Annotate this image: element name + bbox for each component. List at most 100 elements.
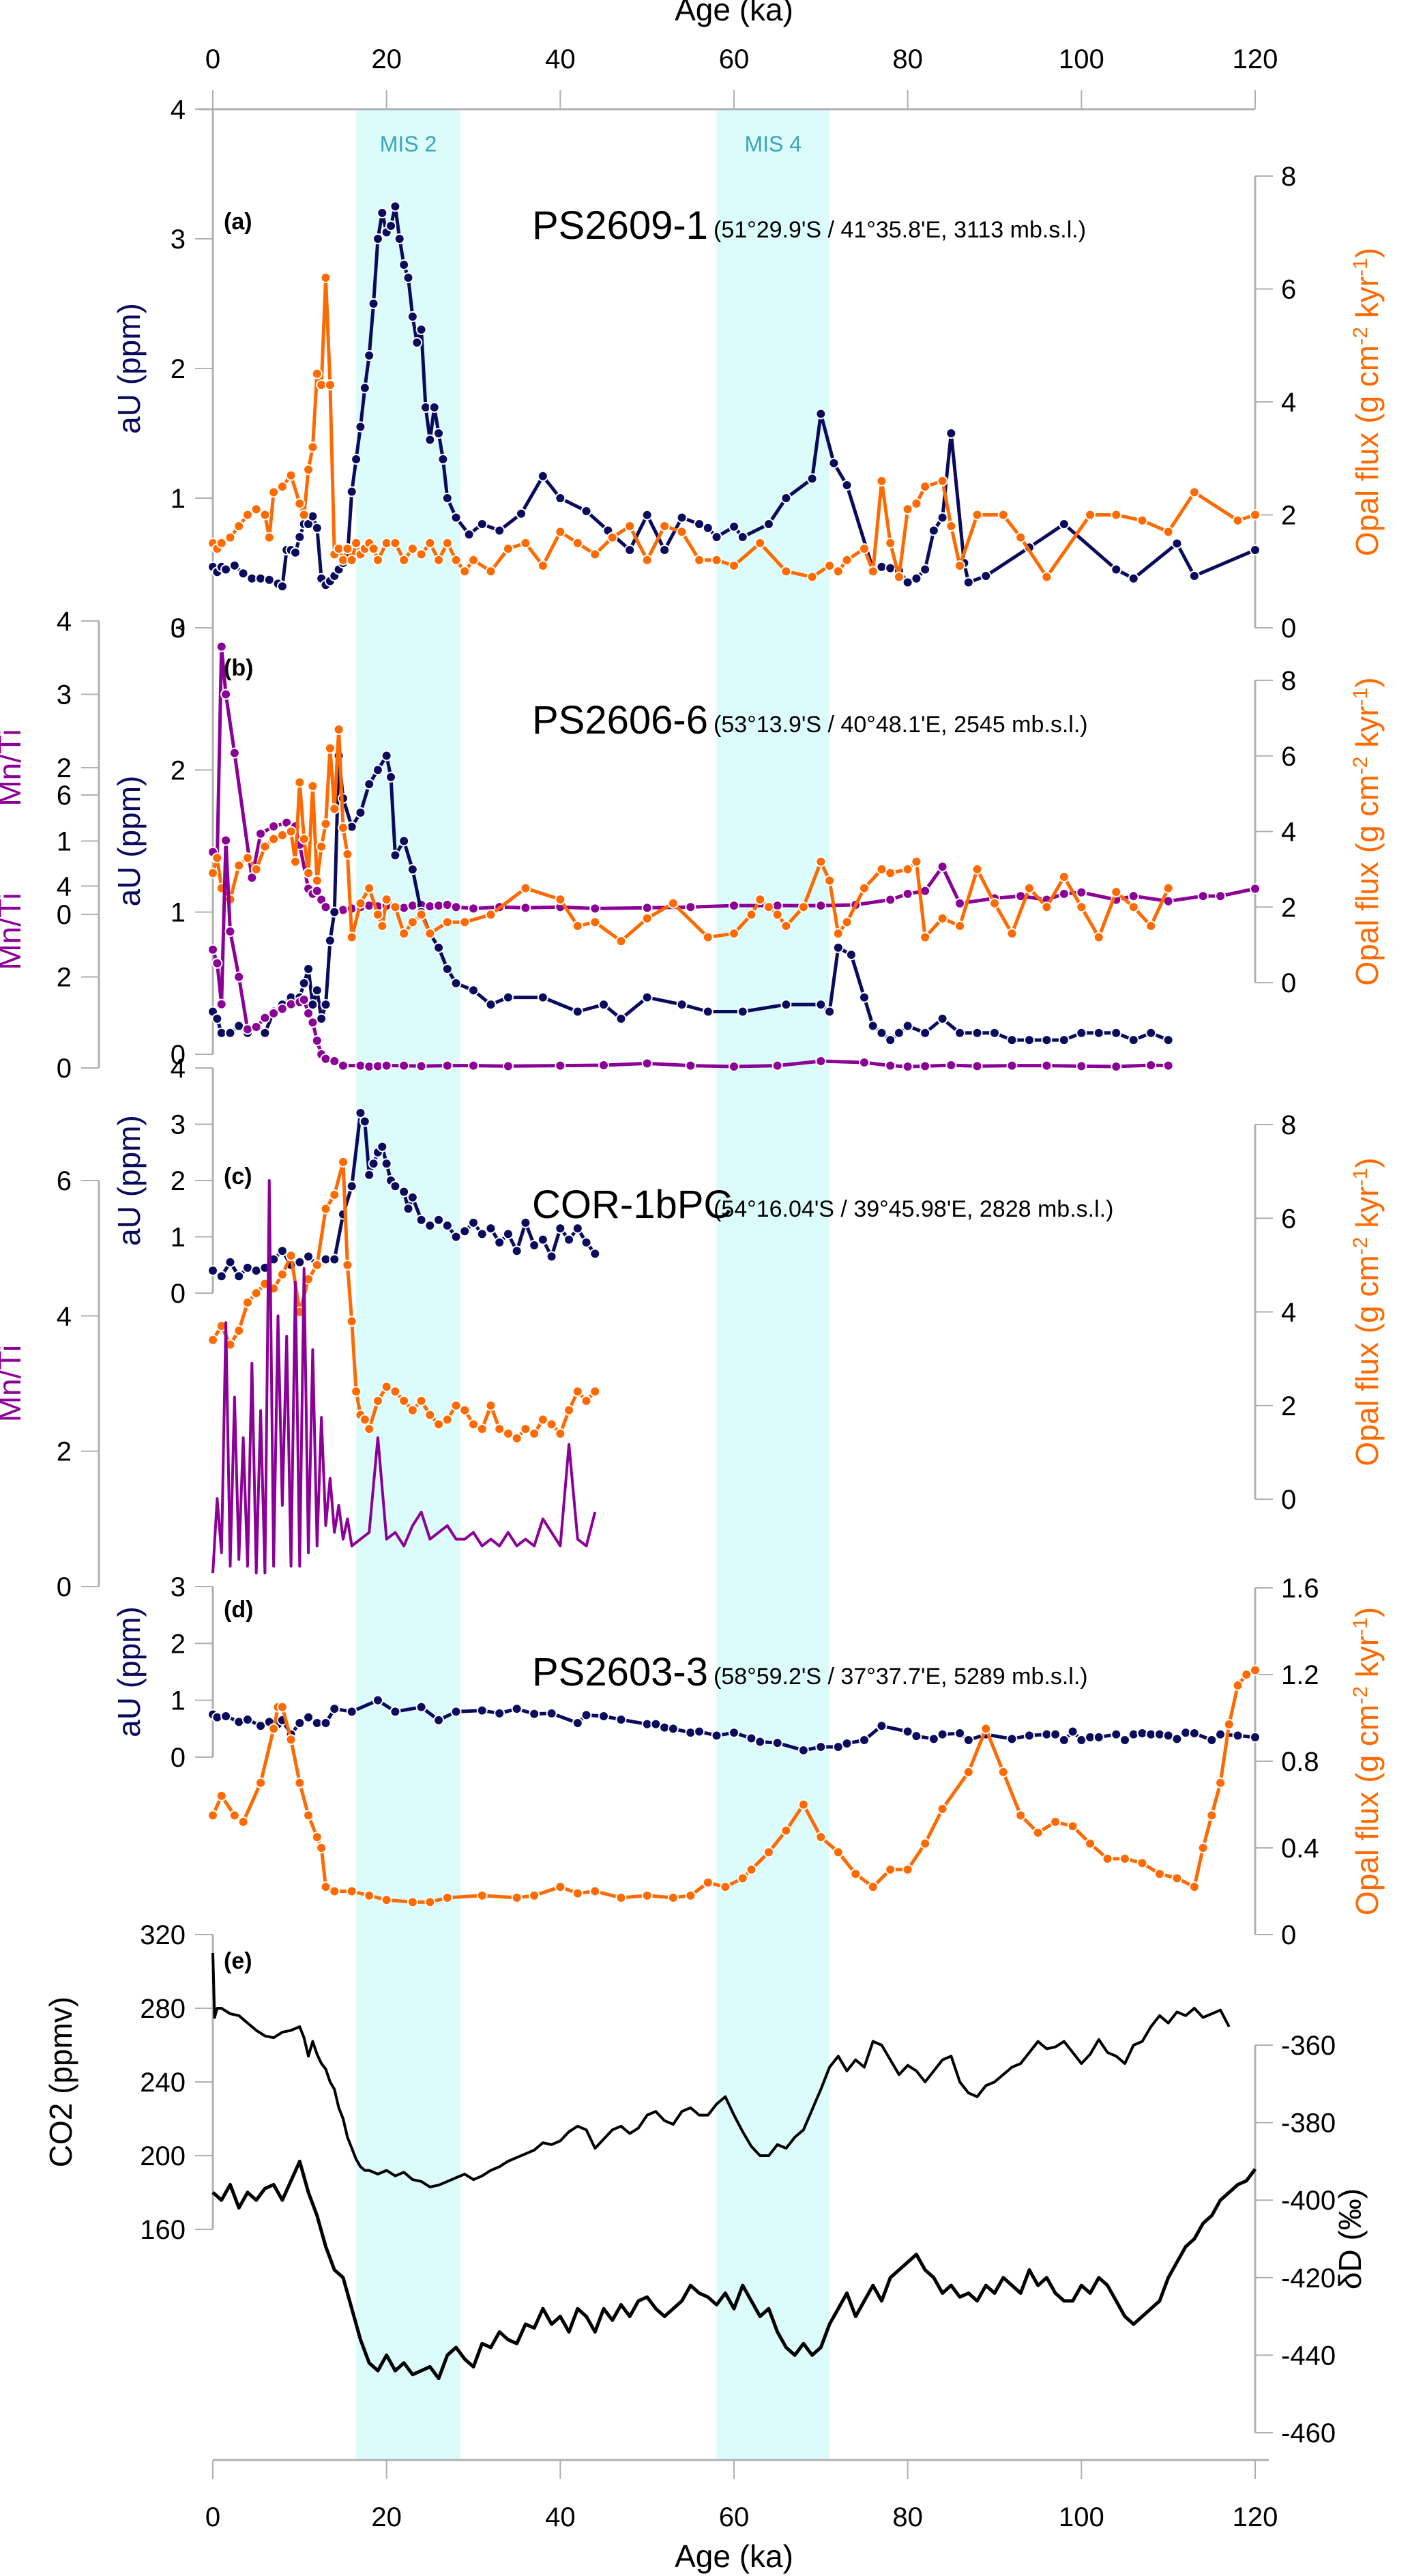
data-point [572,1223,583,1234]
data-point [468,985,479,996]
panel-a-opal-tick-label: 0 [1281,613,1296,643]
data-point [303,1008,314,1019]
data-point [233,1325,245,1336]
data-point [581,1236,592,1248]
data-point [911,497,922,509]
data-point [737,1872,748,1884]
data-point [685,1890,696,1901]
data-point [311,985,323,996]
data-point [598,1711,609,1722]
data-point [303,867,314,879]
panel-a-au-tick-label: 3 [171,225,186,255]
data-point [529,1708,540,1720]
data-point [859,992,870,1003]
data-point [441,537,453,549]
data-point [624,521,636,532]
bottom-x-tick-label: 20 [371,2502,402,2532]
data-point [729,1061,739,1072]
data-point [211,957,223,969]
data-point [424,1409,436,1421]
data-point [815,1832,827,1843]
data-point [476,1890,488,1901]
data-point [920,564,931,575]
data-point [246,872,258,884]
panel-c-series-opalflux [207,1156,601,1444]
panel-e-co2-axis-title: CO2 (ppmv) [43,1997,78,2167]
data-point [920,481,931,493]
panel-c-series-mnti [211,1179,597,1575]
panel-a-series-au [207,201,1261,592]
data-point [659,1722,671,1733]
data-point [1111,564,1122,575]
panel-b-mnti-tick-label: 6 [57,781,72,811]
data-point [450,512,462,523]
data-point [441,1220,453,1231]
data-point [555,1428,566,1439]
data-point [1145,1060,1157,1071]
bottom-x-tick-label: 0 [205,2502,220,2532]
data-point [276,1003,288,1015]
data-point [211,1711,223,1723]
data-point [407,916,418,928]
data-point [207,1265,218,1276]
bottom-x-tick-label: 60 [719,2502,750,2532]
panel-a-mnti-tick-label: 1 [57,827,72,857]
data-point [772,909,783,921]
data-point [702,1877,714,1888]
panel-d-opal-tick-label: 1.2 [1281,1660,1319,1690]
panel-e-letter: (e) [224,1948,252,1974]
data-point [433,1419,445,1430]
panel-b-opal-axis-title: Opal flux (g cm-2 kyr-1) [1349,677,1385,985]
data-point [815,408,827,420]
data-point [937,1013,948,1024]
data-point [954,897,966,909]
data-point [1154,1728,1165,1740]
data-point [867,566,879,577]
data-point [589,916,601,928]
data-point [485,909,497,921]
panel-b-au-axis-title: aU (ppm) [111,776,147,907]
data-point [268,1008,280,1019]
data-point [1058,871,1070,882]
data-point [511,1892,523,1904]
data-point [324,742,336,754]
axes-frame [81,90,1273,2479]
data-point [1162,882,1174,894]
data-point [381,1381,392,1393]
data-point [307,510,319,522]
data-point [320,1881,332,1893]
data-point [589,1885,601,1897]
data-point [216,641,227,652]
data-point [390,850,401,861]
data-point [702,522,714,534]
data-point [346,1885,357,1897]
data-point [911,573,922,584]
data-point [450,1400,462,1411]
data-point [1250,1664,1261,1676]
data-point [372,764,383,776]
data-point [954,1728,966,1739]
panel-b-series-au [207,750,1174,1046]
panel-e-series-d [211,2159,1257,2380]
bottom-x-tick-label: 100 [1059,2502,1104,2532]
data-point [746,909,757,921]
data-point [876,1027,887,1039]
data-point [476,1228,488,1240]
data-point [963,1766,974,1778]
data-point [216,1790,227,1801]
data-point [394,233,405,244]
data-point [502,1228,514,1240]
data-point [572,1718,583,1728]
panel-d-opal-tick-label: 0.8 [1281,1747,1319,1777]
panel-c-opal-tick-label: 8 [1281,1110,1296,1140]
data-point [216,998,227,1010]
data-point [729,521,739,532]
panel-d-au-tick-label: 3 [171,1572,186,1602]
panel-e-dd-tick-label: -360 [1281,2031,1336,2061]
mis-label: MIS 4 [745,132,802,156]
data-point [685,1727,696,1739]
data-point [754,894,766,906]
data-point [971,863,983,875]
data-point [555,1060,566,1071]
data-point [224,1256,236,1268]
